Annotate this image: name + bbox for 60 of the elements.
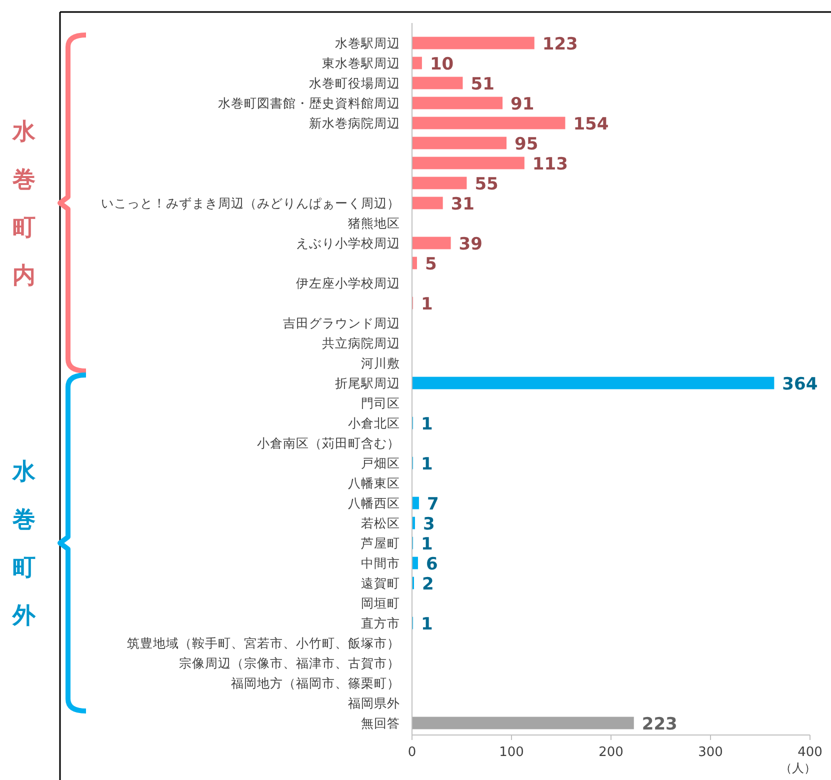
data-label: 31: [450, 194, 475, 214]
data-label: 1: [420, 294, 433, 314]
y-tick-label: 中間市: [361, 556, 400, 570]
data-label: 10: [430, 54, 454, 74]
y-tick-label: 宗像周辺（宗像市、福津市、古賀市）: [179, 656, 400, 670]
y-tick-label: 無回答: [361, 716, 400, 730]
y-tick-label: 若松区: [361, 516, 400, 530]
y-tick-label: 水巻町役場周辺: [309, 76, 400, 90]
y-tick-label: 門司区: [361, 396, 400, 410]
data-label: 1: [420, 534, 433, 554]
y-tick-label: 小倉南区（苅田町含む）: [257, 436, 400, 450]
text: 水巻町内: [12, 119, 36, 289]
data-label: 1: [420, 614, 433, 634]
data-label: 6: [426, 554, 438, 574]
data-label: 91: [510, 94, 534, 114]
data-label: 5: [424, 254, 437, 274]
data-label: 55: [474, 174, 498, 194]
x-tick-label: 0: [408, 745, 416, 760]
data-label: 123: [542, 34, 578, 54]
y-tick-label: 折尾駅周辺: [335, 376, 400, 390]
y-tick-label: 共立病院周辺: [322, 336, 400, 350]
data-label: 95: [514, 134, 538, 154]
y-tick-label: 福岡地方（福岡市、篠栗町）: [231, 676, 400, 690]
y-tick-label: 水巻駅周辺: [335, 36, 400, 50]
y-tick-label: 福岡県外: [348, 696, 400, 710]
y-tick-label: 八幡東区: [348, 476, 400, 490]
data-label: 1: [420, 454, 433, 474]
y-tick-label: 伊左座小学校周辺: [296, 276, 400, 290]
y-tick-label: 芦屋町: [361, 536, 400, 550]
x-tick-label: 100: [499, 745, 524, 760]
x-axis-title: （人）: [780, 761, 816, 775]
y-tick-label: 猪熊地区: [348, 216, 400, 230]
data-label: 3: [422, 514, 435, 534]
data-label: 51: [470, 74, 494, 94]
y-tick-label: 八幡西区: [348, 496, 400, 510]
y-tick-label: 東水巻駅周辺: [322, 56, 400, 70]
x-tick-label: 400: [798, 745, 822, 760]
x-tick-label: 200: [598, 745, 624, 760]
y-tick-label: 吉田グラウンド周辺: [283, 316, 400, 330]
y-tick-label: 水巻町図書館・歴史資料館周辺: [218, 96, 400, 110]
y-tick-label: 戸畑区: [361, 456, 400, 470]
y-tick-label: 新水巻病院周辺: [309, 116, 400, 130]
data-label: 39: [458, 234, 482, 254]
data-label: 2: [422, 574, 434, 594]
data-label: 154: [573, 114, 609, 134]
y-tick-label: 河川敷: [361, 356, 400, 370]
data-label: 7: [426, 494, 439, 514]
y-tick-label: 遠賀町: [361, 576, 400, 590]
data-label: 113: [532, 154, 568, 174]
y-tick-label: いこっと！みずまき周辺（みどりんぱぁーく周辺）: [101, 196, 400, 210]
data-label: 223: [642, 714, 678, 734]
text: 水巻町外: [12, 459, 36, 629]
y-tick-label: えぶり小学校周辺: [296, 236, 400, 250]
data-label: 364: [782, 374, 818, 394]
y-tick-label: 筑豊地域（鞍手町、宮若市、小竹町、飯塚市）: [127, 636, 400, 650]
y-tick-label: 岡垣町: [361, 596, 400, 610]
data-label: 1: [420, 414, 433, 434]
y-tick-label: 直方市: [361, 616, 400, 630]
x-tick-label: 300: [698, 745, 723, 760]
y-tick-label: 小倉北区: [348, 416, 400, 430]
